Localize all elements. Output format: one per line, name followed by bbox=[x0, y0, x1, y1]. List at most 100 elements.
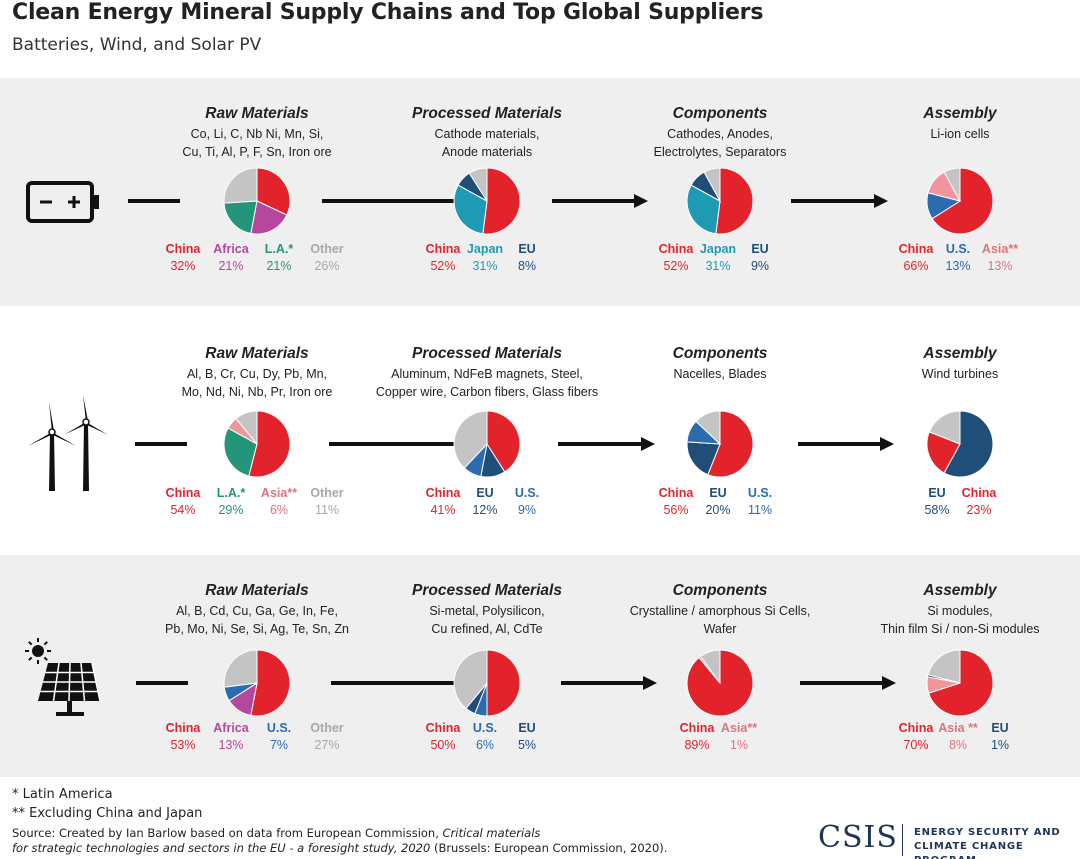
stage-title: Raw Materials bbox=[205, 345, 309, 362]
legend-label: Asia** bbox=[982, 242, 1018, 256]
legend-value: 21% bbox=[266, 259, 291, 273]
legend-label: China bbox=[426, 242, 462, 256]
pie-slice-japan bbox=[686, 184, 721, 235]
legend-label: Asia** bbox=[721, 721, 757, 735]
pie-batteries-3 bbox=[926, 167, 994, 235]
pie-slice-rest bbox=[468, 167, 488, 203]
legend-value: 31% bbox=[705, 259, 730, 273]
arrow-2-wind-head bbox=[641, 437, 655, 451]
stage-title: Processed Materials bbox=[412, 345, 562, 362]
legend-label: EU bbox=[709, 486, 726, 500]
page-title: Clean Energy Mineral Supply Chains and T… bbox=[12, 0, 764, 25]
legend-value: 13% bbox=[218, 738, 243, 752]
legend-label: L.A.* bbox=[217, 486, 246, 500]
stage-materials-line: Pb, Mo, Ni, Se, Si, Ag, Te, Sn, Zn bbox=[165, 622, 349, 636]
stage-title: Components bbox=[673, 105, 768, 122]
pie-solar-1 bbox=[453, 649, 521, 717]
program-line-2: CLIMATE CHANGE PROGRAM bbox=[914, 841, 1024, 859]
legend-value: 56% bbox=[663, 503, 688, 517]
legend-label: EU bbox=[751, 242, 768, 256]
footnote-latin-america: * Latin America bbox=[12, 787, 113, 802]
stage-materials-line: Copper wire, Carbon fibers, Glass fibers bbox=[376, 385, 598, 399]
solar-panel-icon bbox=[25, 638, 101, 716]
legend-label: Africa bbox=[213, 721, 249, 735]
stage-materials-line: Al, B, Cd, Cu, Ga, Ge, In, Fe, bbox=[176, 604, 338, 618]
stage-materials-line: Cu refined, Al, CdTe bbox=[431, 622, 542, 636]
battery-icon bbox=[26, 181, 99, 223]
legend-value: 6% bbox=[270, 503, 288, 517]
legend-label: China bbox=[899, 721, 935, 735]
pie-slice-china bbox=[256, 167, 291, 216]
pie-slice-rest bbox=[695, 410, 721, 446]
legend-label: China bbox=[680, 721, 716, 735]
legend-value: 54% bbox=[170, 503, 195, 517]
pie-slice-rest bbox=[699, 649, 721, 685]
legend-label: Japan bbox=[467, 242, 503, 256]
pie-slice-africa bbox=[250, 200, 288, 235]
pie-slice-eu bbox=[686, 441, 721, 476]
legend-label: China bbox=[166, 242, 202, 256]
legend-label: China bbox=[659, 242, 695, 256]
arrow-3-batteries-head bbox=[874, 194, 888, 208]
source-note: Source: Created by Ian Barlow based on d… bbox=[12, 826, 667, 856]
stage-title: Assembly bbox=[922, 582, 998, 599]
stage-materials-line: Cu, Ti, Al, P, F, Sn, Iron ore bbox=[182, 145, 331, 159]
stage-title: Processed Materials bbox=[412, 582, 562, 599]
pie-slice-china bbox=[715, 167, 754, 235]
source-italic-1: Critical materials bbox=[442, 826, 541, 840]
legend-label: L.A.* bbox=[265, 242, 294, 256]
legend-label: China bbox=[962, 486, 998, 500]
legend-label: China bbox=[166, 486, 202, 500]
legend-label: U.S. bbox=[515, 486, 539, 500]
pie-slice-rest bbox=[928, 410, 961, 445]
stage-materials-line: Cathodes, Anodes, bbox=[667, 127, 773, 141]
legend-value: 26% bbox=[314, 259, 339, 273]
legend-label: China bbox=[659, 486, 695, 500]
legend-value: 11% bbox=[748, 503, 772, 517]
arrow-2-batteries-head bbox=[634, 194, 648, 208]
program-name: ENERGY SECURITY AND CLIMATE CHANGE PROGR… bbox=[914, 826, 1080, 859]
pie-wind-3 bbox=[926, 410, 994, 478]
stage-materials-line: Electrolytes, Separators bbox=[654, 145, 787, 159]
pie-slice-china bbox=[482, 167, 521, 235]
legend-label: Asia ** bbox=[938, 721, 978, 735]
legend-label: U.S. bbox=[946, 242, 970, 256]
source-prefix: Source: Created by Ian Barlow based on d… bbox=[12, 826, 443, 840]
legend-label: EU bbox=[476, 486, 493, 500]
pie-slice-la bbox=[223, 427, 258, 477]
stage-materials-line: Mo, Nd, Ni, Nb, Pr, Iron ore bbox=[182, 385, 333, 399]
pie-slice-china bbox=[250, 649, 291, 717]
legend-value: 9% bbox=[751, 259, 769, 273]
footnote-asia: ** Excluding China and Japan bbox=[12, 806, 203, 821]
source-italic-2: for strategic technologies and sectors i… bbox=[12, 841, 431, 855]
legend-value: 9% bbox=[518, 503, 536, 517]
pie-slice-japan bbox=[453, 184, 488, 235]
legend-value: 66% bbox=[903, 259, 928, 273]
pie-slice-la bbox=[223, 200, 258, 235]
legend-value: 53% bbox=[170, 738, 195, 752]
program-line-1: ENERGY SECURITY AND bbox=[914, 827, 1061, 838]
pie-slice-rest bbox=[453, 410, 488, 469]
legend-value: 31% bbox=[472, 259, 497, 273]
pie-slice-china bbox=[707, 410, 754, 478]
pie-wind-1 bbox=[453, 410, 521, 478]
pie-solar-0 bbox=[223, 649, 291, 717]
page-subtitle: Batteries, Wind, and Solar PV bbox=[12, 35, 262, 55]
pie-solar-2 bbox=[686, 649, 754, 717]
stage-title: Raw Materials bbox=[205, 105, 309, 122]
stage-materials-line: Anode materials bbox=[442, 145, 532, 159]
legend-label: U.S. bbox=[267, 721, 291, 735]
legend-value: 32% bbox=[170, 259, 195, 273]
pie-slice-rest bbox=[927, 649, 961, 684]
panel-solar bbox=[0, 555, 1080, 777]
stage-materials-line: Aluminum, NdFeB magnets, Steel, bbox=[391, 367, 583, 381]
legend-label: China bbox=[899, 242, 935, 256]
legend-label: U.S. bbox=[748, 486, 772, 500]
legend-value: 52% bbox=[430, 259, 455, 273]
legend-value: 1% bbox=[991, 738, 1009, 752]
wind-turbine-icon bbox=[28, 395, 108, 491]
legend-value: 13% bbox=[945, 259, 970, 273]
pie-slice-other bbox=[235, 410, 258, 446]
pie-slice-other bbox=[223, 167, 258, 204]
